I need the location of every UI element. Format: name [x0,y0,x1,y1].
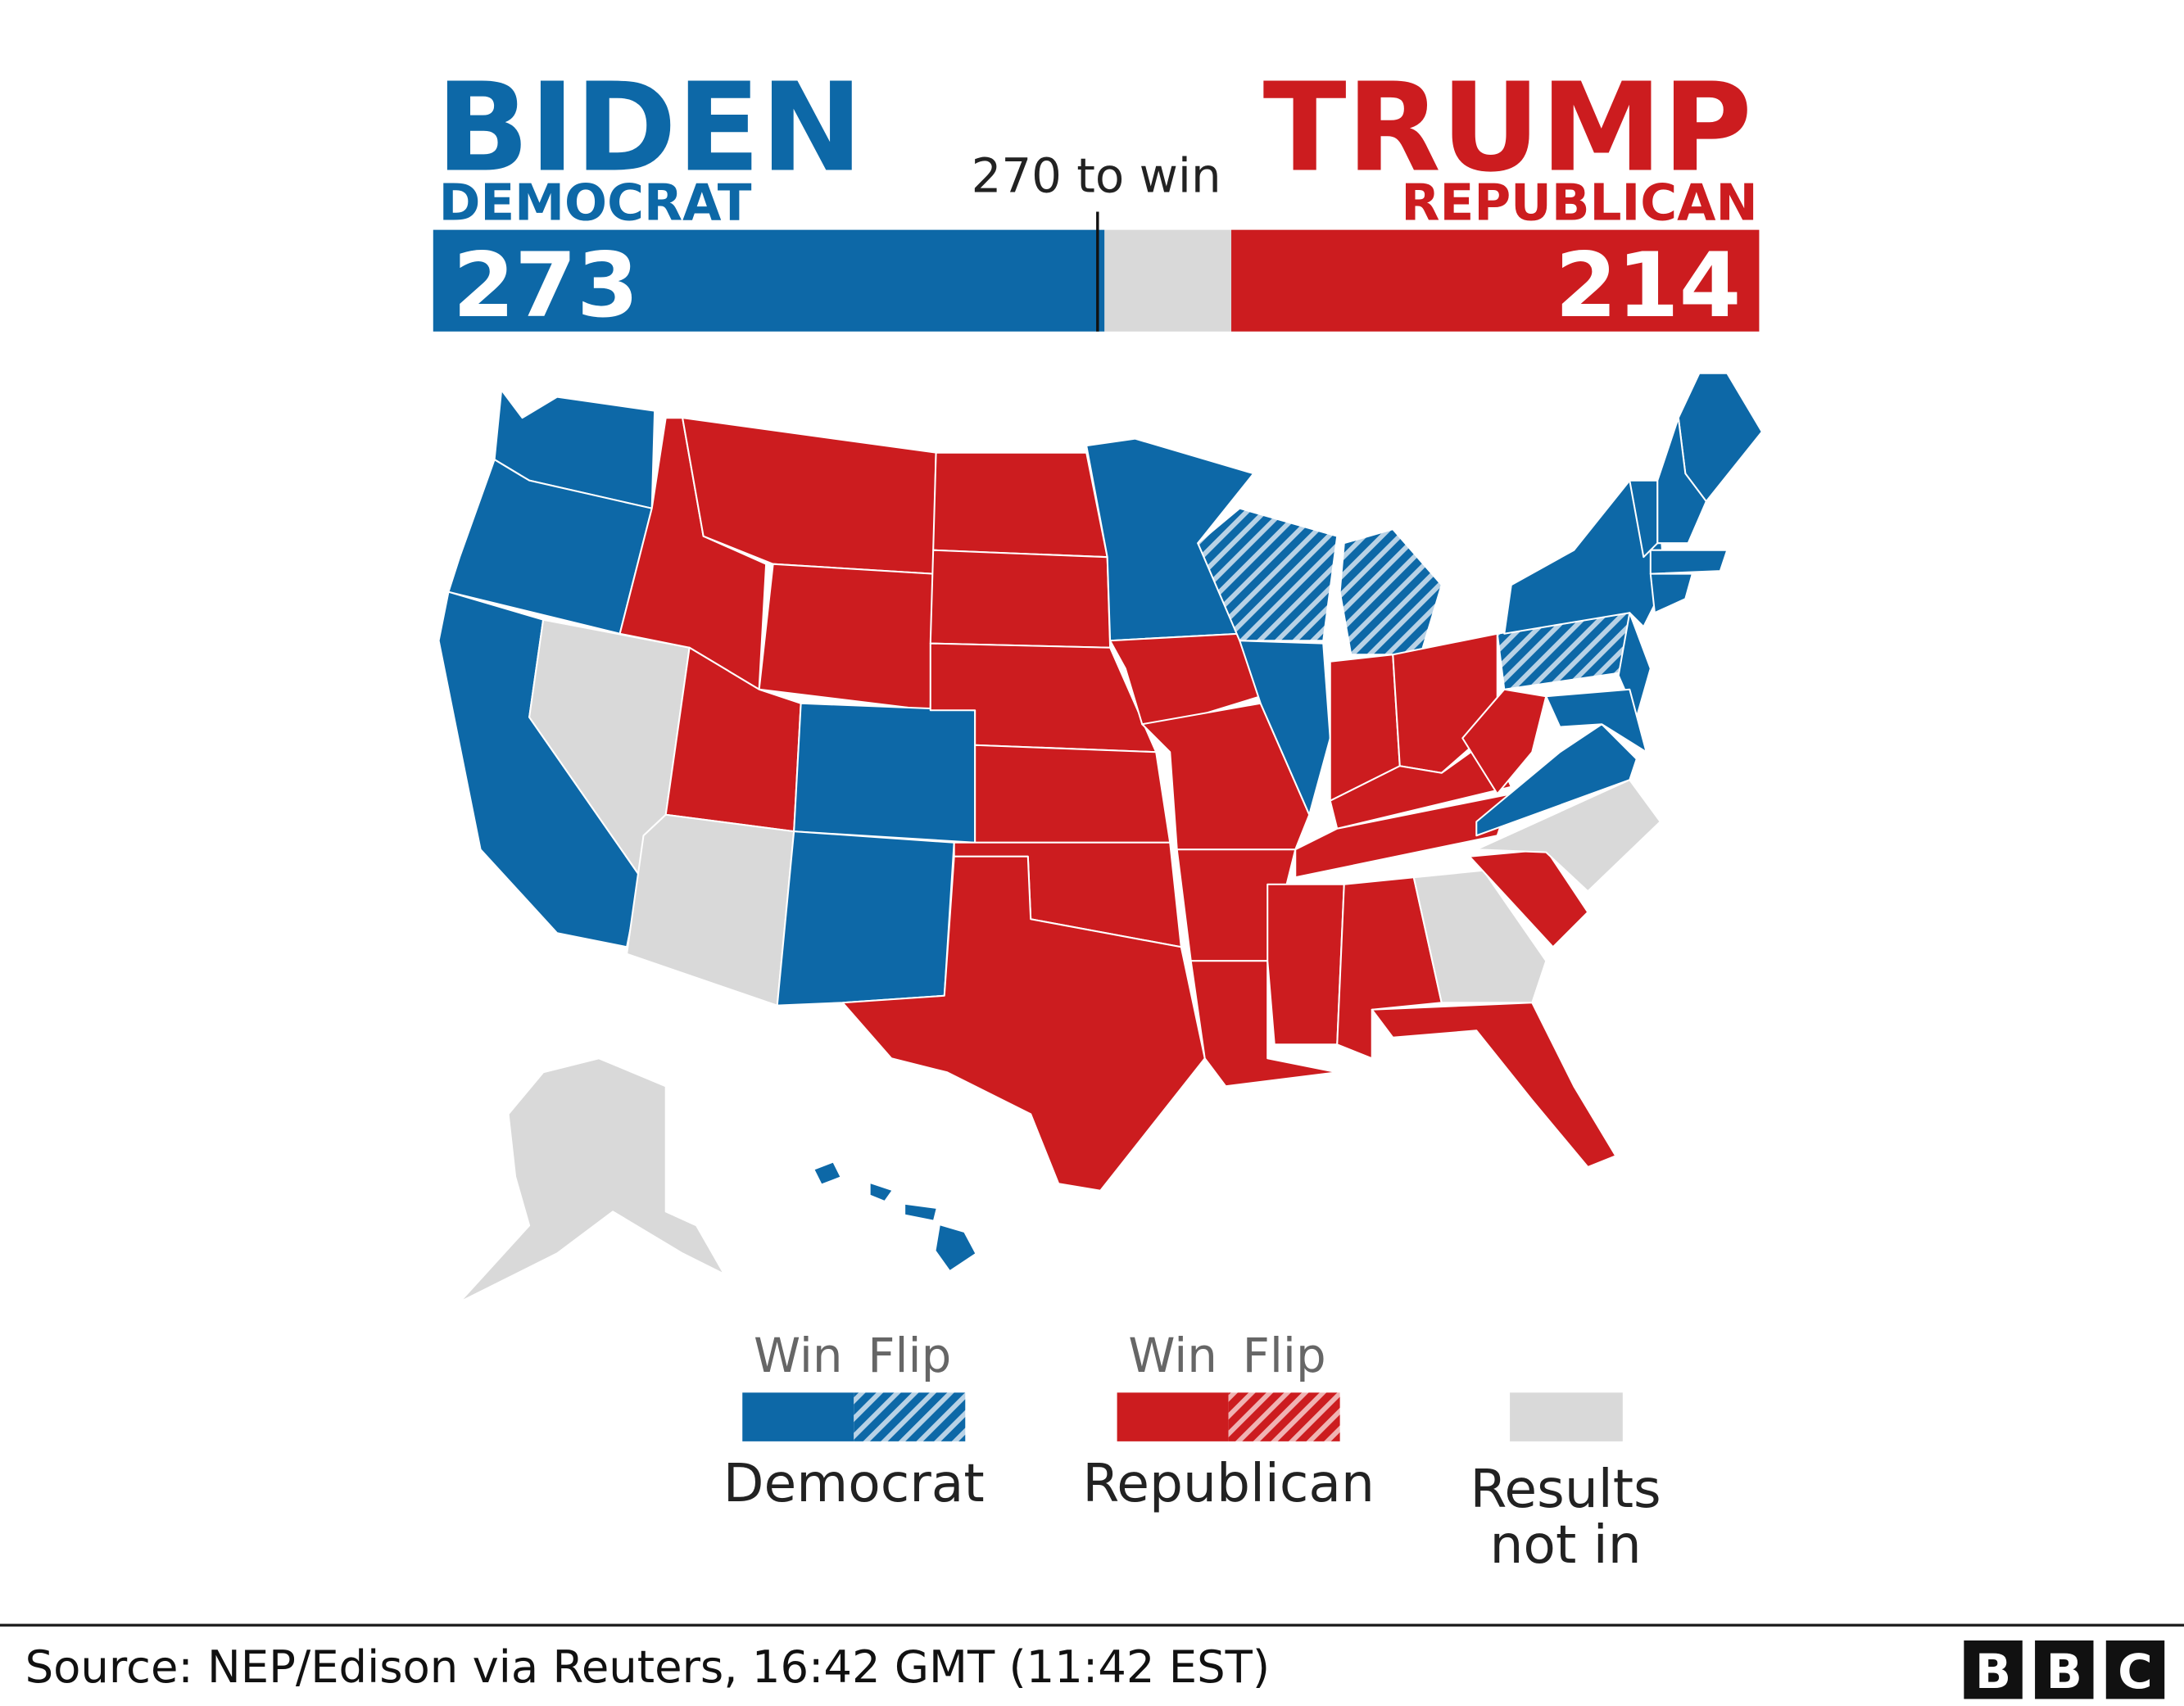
rep-candidate: TRUMP [1263,57,1752,200]
legend-label: Results [1470,1459,1661,1520]
state [1239,640,1331,816]
source: Source: NEP/Edison via Reuters, 16:42 GM… [25,1641,1270,1693]
state-flip [1339,528,1443,656]
state [1656,417,1707,545]
state [776,830,955,1007]
legend-swatch [1117,1392,1229,1441]
us-map [437,372,1763,1303]
state [932,451,1108,559]
state [626,813,795,1007]
logo-letter: B [1975,1644,2011,1699]
state-hawaii [814,1162,841,1184]
state [793,702,976,844]
legend: Win Flip Democrat Win Flip Republican Re… [723,1328,1661,1576]
legend-header: Win [1128,1328,1217,1383]
state [841,855,1206,1192]
header: BIDEN DEMOCRAT TRUMP REPUBLICAN 270 to w… [433,57,1760,337]
state [1266,883,1345,1046]
state-flip [1197,507,1339,642]
rep-bar [1231,229,1760,332]
logo-box [2035,1640,2094,1699]
legend-swatch [1228,1392,1340,1441]
state [1475,779,1661,893]
state-alaska [459,1057,726,1303]
logo-box [2105,1640,2165,1699]
legend-label: not in [1489,1514,1641,1576]
dem-votes: 273 [453,233,639,337]
legend-header: Flip [1243,1328,1326,1383]
state [974,744,1171,844]
state [1475,723,1638,837]
state [1412,869,1547,1004]
logo-letter: C [2118,1644,2152,1699]
dem-party: DEMOCRAT [439,174,752,233]
state [1545,688,1647,753]
state [1371,1002,1617,1168]
legend-swatch [1510,1392,1623,1441]
rep-votes: 214 [1555,233,1741,337]
state [1461,688,1547,795]
legend-swatch [742,1392,854,1441]
state-hawaii [870,1183,892,1201]
legend-header: Win [754,1328,843,1383]
state [929,549,1112,649]
logo-box [1964,1640,2023,1699]
logo-letter: B [2046,1644,2082,1699]
footer: Source: NEP/Edison via Reuters, 16:42 GM… [0,1623,2184,1699]
rep-party: REPUBLICAN [1401,174,1757,233]
state-hawaii [936,1225,976,1270]
legend-swatch [854,1392,966,1441]
state [758,563,935,712]
legend-label: Democrat [723,1453,985,1514]
legend-label: Republican [1082,1453,1375,1514]
state-hawaii [905,1204,936,1220]
undecided-bar [1104,229,1232,332]
dem-bar [433,229,1105,332]
threshold-label: 270 to win [972,148,1221,204]
legend-header: Flip [868,1328,951,1383]
state [1649,572,1693,614]
state [1649,549,1729,575]
dem-candidate: BIDEN [436,57,863,200]
